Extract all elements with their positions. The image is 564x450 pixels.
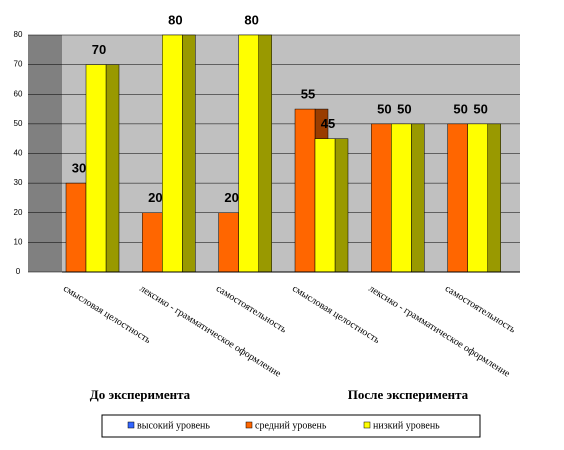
data-label: 80 xyxy=(244,12,258,27)
data-label: 45 xyxy=(321,116,335,131)
legend-label: высокий уровень xyxy=(137,420,210,431)
data-label: 80 xyxy=(168,12,182,27)
legend-label: низкий уровень xyxy=(373,420,440,431)
bar xyxy=(314,138,336,273)
bar xyxy=(65,182,87,273)
bar-side xyxy=(105,64,120,273)
group-label: После эксперимента xyxy=(348,387,469,402)
data-label: 20 xyxy=(148,190,162,205)
y-tick-label: 0 xyxy=(16,267,21,276)
bar xyxy=(85,64,107,273)
y-tick-label: 70 xyxy=(14,60,23,69)
bar xyxy=(238,34,259,273)
bar xyxy=(447,123,468,273)
x-tick-label: самостоятельность xyxy=(214,283,289,335)
data-label: 50 xyxy=(473,101,487,116)
data-label: 50 xyxy=(377,101,391,116)
bar xyxy=(218,212,239,273)
bar xyxy=(294,108,316,273)
x-tick-label: лексико - грамматическое оформление xyxy=(367,283,513,380)
bar xyxy=(162,34,183,273)
data-label: 20 xyxy=(224,190,238,205)
legend xyxy=(101,414,481,438)
y-tick-label: 30 xyxy=(14,178,23,187)
y-tick-label: 50 xyxy=(14,119,23,128)
bar-side xyxy=(334,138,349,273)
data-label: 50 xyxy=(397,101,411,116)
bar-side xyxy=(258,34,272,273)
bar-side xyxy=(411,123,425,273)
group-label: До эксперимента xyxy=(90,387,191,402)
y-tick-label: 20 xyxy=(14,208,23,217)
legend-label: средний уровень xyxy=(255,420,327,431)
y-tick-label: 80 xyxy=(14,30,23,39)
bar xyxy=(142,212,163,273)
y-tick-label: 10 xyxy=(14,237,23,246)
x-tick-label: самостоятельность xyxy=(443,283,518,335)
x-tick-label: лексико - грамматическое оформление xyxy=(138,283,284,380)
data-label: 55 xyxy=(301,87,315,102)
bar xyxy=(391,123,412,273)
bar-side xyxy=(182,34,196,273)
y-tick-label: 40 xyxy=(14,149,23,158)
legend-swatch xyxy=(363,421,371,429)
data-label: 50 xyxy=(453,101,467,116)
bar-side xyxy=(487,123,501,273)
legend-swatch xyxy=(127,421,135,429)
bar xyxy=(371,123,392,273)
data-label: 30 xyxy=(72,161,86,176)
bar xyxy=(467,123,488,273)
legend-swatch xyxy=(245,421,253,429)
data-label: 70 xyxy=(92,42,106,57)
y-tick-label: 60 xyxy=(14,89,23,98)
